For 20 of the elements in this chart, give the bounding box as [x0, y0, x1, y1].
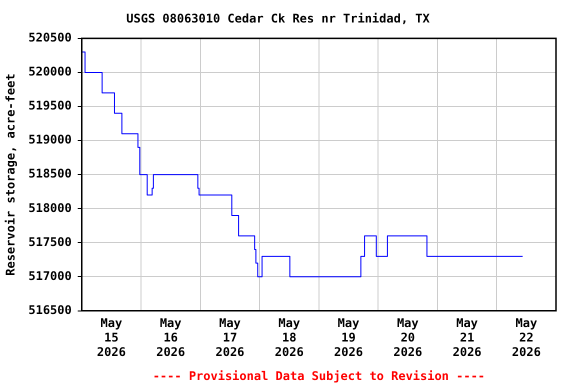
text: ---- Provisional Data Subject to Revision ----	[152, 369, 486, 383]
y-tick-label: 520500	[28, 30, 72, 45]
y-tick-label: 516500	[28, 302, 72, 317]
x-tick-label: May 22 2026	[512, 316, 541, 359]
x-tick-label: May 21 2026	[452, 316, 482, 359]
y-tick-label: 517000	[28, 268, 72, 283]
y-tick-label: 519500	[28, 98, 72, 113]
y-tick-label: 520000	[28, 64, 72, 79]
y-tick-label: 518500	[28, 166, 72, 181]
x-tick-label: May 18 2026	[274, 316, 304, 359]
y-tick-label: 519000	[28, 132, 72, 147]
x-tick-label: May 19 2026	[334, 316, 363, 359]
y-axis-title: Reservoir storage, acre-feet	[3, 73, 18, 276]
x-tick-label: May 17 2026	[216, 316, 244, 359]
x-tick-label: May 15 2026	[96, 316, 126, 359]
y-tick-label: 517500	[28, 234, 72, 249]
chart-title: USGS 08063010 Cedar Ck Res nr Trinidad, TX	[126, 11, 430, 26]
y-tick-label: 518000	[28, 200, 72, 215]
x-tick-label: May 20 2026	[393, 316, 422, 359]
x-tick-label: May 16 2026	[156, 316, 186, 359]
